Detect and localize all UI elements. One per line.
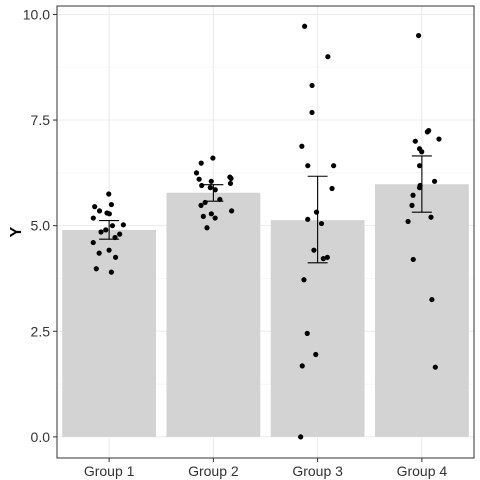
data-point <box>117 231 123 237</box>
data-point <box>106 211 112 217</box>
data-point <box>320 256 326 262</box>
data-point <box>331 163 337 169</box>
data-point <box>103 227 109 233</box>
data-point <box>305 216 311 222</box>
data-point <box>409 202 415 208</box>
data-point <box>120 222 126 228</box>
data-point <box>112 254 119 260</box>
x-tick-label: Group 4 <box>397 463 448 479</box>
data-point <box>93 266 99 272</box>
y-tick-label: 10.0 <box>23 6 50 22</box>
data-point <box>208 211 214 217</box>
data-point <box>405 218 411 225</box>
data-point <box>198 202 204 208</box>
data-point <box>204 225 210 231</box>
data-point <box>198 160 204 166</box>
data-point <box>325 54 331 60</box>
bars <box>62 184 469 437</box>
data-point <box>208 178 214 184</box>
data-point <box>96 250 102 256</box>
data-point <box>98 229 104 235</box>
data-point <box>301 277 307 283</box>
data-point <box>329 185 335 192</box>
data-point <box>210 155 216 161</box>
data-point <box>90 215 96 221</box>
y-tick-label: 0.0 <box>31 429 51 445</box>
data-point <box>416 185 423 191</box>
data-point <box>207 185 213 191</box>
data-point <box>90 239 96 246</box>
y-tick-label: 7.5 <box>31 112 51 128</box>
data-point <box>212 187 218 193</box>
data-point <box>196 176 202 182</box>
data-point <box>227 180 234 187</box>
bar-2 <box>166 192 261 437</box>
data-point <box>302 23 308 29</box>
data-point <box>318 220 325 227</box>
data-point <box>419 149 425 155</box>
data-point <box>193 170 200 176</box>
data-point <box>305 163 311 169</box>
data-point <box>309 109 315 116</box>
bar-1 <box>62 229 157 437</box>
data-point <box>313 351 319 358</box>
y-tick-label: 5.0 <box>31 218 51 234</box>
y-axis-title: Y <box>8 226 25 237</box>
data-point <box>410 192 416 198</box>
data-point <box>298 434 304 440</box>
data-point <box>415 32 422 39</box>
data-point <box>424 129 430 135</box>
x-tick-label: Group 2 <box>188 463 239 479</box>
data-point <box>199 182 205 189</box>
data-point <box>109 223 116 229</box>
data-point <box>431 178 438 184</box>
data-point <box>200 213 206 219</box>
data-point <box>429 296 435 303</box>
axes: 0.0 2.5 5.0 7.5 10.0 Group 1 Group 2 Group 3 Gro… <box>23 6 448 479</box>
data-point <box>92 204 98 210</box>
y-tick-label: 2.5 <box>31 323 51 339</box>
data-point <box>108 269 114 275</box>
data-point <box>309 82 315 89</box>
x-tick-label: Group 3 <box>292 463 343 479</box>
error-bars <box>99 155 432 264</box>
data-point <box>313 209 320 215</box>
data-point <box>324 254 330 260</box>
x-tick-label: Group 1 <box>84 463 135 479</box>
data-point <box>436 136 442 142</box>
data-point <box>106 191 112 197</box>
data-point <box>299 143 305 149</box>
data-point <box>212 215 218 221</box>
data-point <box>410 256 416 263</box>
data-point <box>428 214 434 220</box>
data-point <box>299 363 305 369</box>
data-point <box>311 247 317 253</box>
data-point <box>432 364 438 370</box>
data-point <box>416 163 423 169</box>
data-point <box>412 138 418 144</box>
data-point <box>228 175 234 181</box>
data-point <box>229 208 235 214</box>
data-point <box>108 201 115 208</box>
panel-border <box>56 5 475 459</box>
data-point <box>106 247 112 253</box>
data-point <box>304 330 310 336</box>
bar-4 <box>374 184 469 437</box>
data-point <box>96 208 103 214</box>
